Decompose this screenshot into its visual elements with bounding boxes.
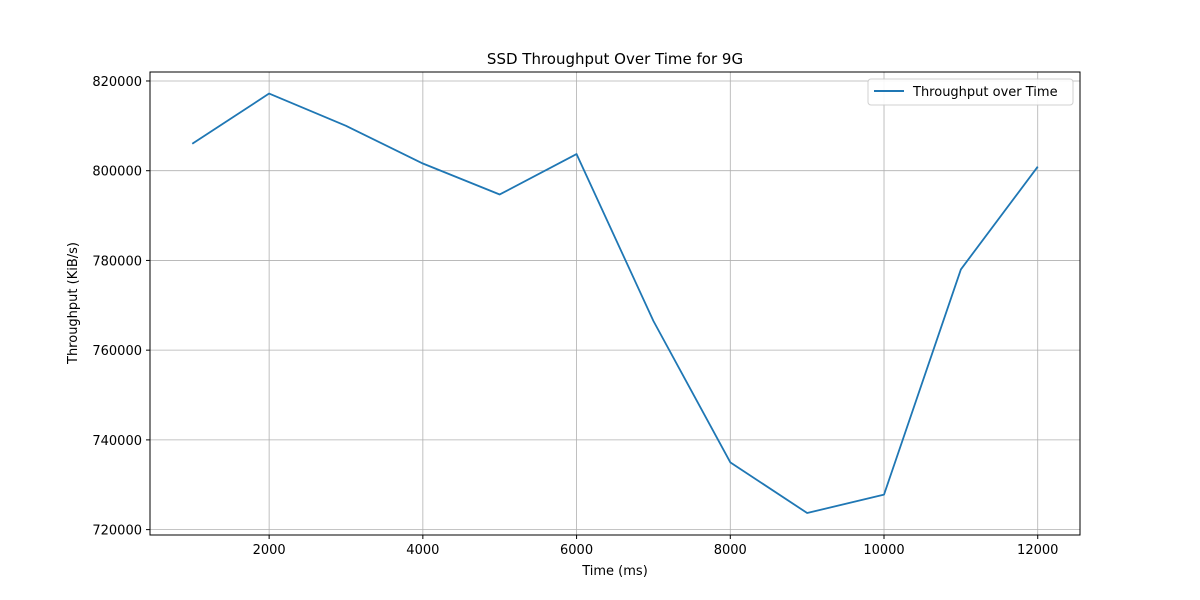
- x-tick-label: 4000: [406, 543, 439, 558]
- chart-title: SSD Throughput Over Time for 9G: [487, 50, 743, 68]
- y-axis-label: Throughput (KiB/s): [66, 242, 81, 365]
- y-tick-label: 720000: [92, 524, 142, 539]
- legend-label: Throughput over Time: [912, 85, 1058, 100]
- series-line: [191, 92, 1039, 514]
- y-tick-label: 780000: [92, 254, 142, 269]
- x-tick-label: 6000: [560, 543, 593, 558]
- plot-frame: [149, 71, 1081, 536]
- y-tick-label: 800000: [92, 165, 142, 180]
- grid-lines: [150, 72, 1080, 535]
- x-tick-label: 8000: [714, 543, 747, 558]
- y-tick-label: 760000: [92, 344, 142, 359]
- x-axis-ticks: 2000 4000 6000 8000 10000 12000: [253, 535, 1058, 558]
- y-tick-label: 740000: [92, 434, 142, 449]
- x-axis-label: Time (ms): [581, 564, 648, 579]
- y-axis-ticks: 720000 740000 760000 780000 800000 820000: [92, 75, 150, 539]
- x-tick-label: 10000: [863, 543, 904, 558]
- x-tick-label: 2000: [253, 543, 286, 558]
- y-tick-label: 820000: [92, 75, 142, 90]
- series-layer: [191, 92, 1039, 514]
- legend-box: [867, 78, 1074, 106]
- x-tick-label: 12000: [1017, 543, 1058, 558]
- legend: Throughput over Time: [867, 78, 1074, 106]
